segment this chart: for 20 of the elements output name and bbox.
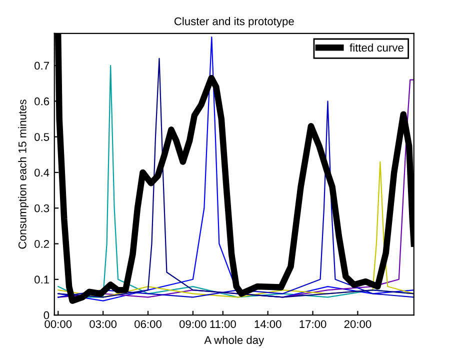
- x-tick-label: 11:00: [210, 320, 236, 328]
- y-tick-label: 0: [44, 311, 50, 320]
- x-tick-label: 03:00: [90, 320, 117, 328]
- y-tick-label: 0.6: [34, 97, 50, 106]
- y-tick-label: 0.2: [34, 240, 49, 248]
- y-tick-label: 0.4: [34, 168, 50, 177]
- y-tick-label: 0.7: [34, 62, 49, 70]
- x-tick-label: 06:00: [134, 320, 162, 328]
- x-tick-label: 00:00: [44, 320, 72, 328]
- chart-title: Cluster and its prototype: [174, 17, 294, 28]
- x-tick-label: 20:00: [344, 320, 372, 328]
- x-tick-label: 14:00: [254, 320, 282, 328]
- x-tick-label: 09:00: [179, 320, 206, 328]
- y-axis-title: Consumption each 15 minutes: [18, 100, 29, 249]
- x-tick-label: 17:00: [300, 320, 326, 328]
- legend-label: fitted curve: [350, 43, 404, 52]
- y-tick-label: 0.1: [34, 276, 49, 284]
- x-axis-title: A whole day: [204, 336, 264, 346]
- y-tick-label: 0.3: [34, 204, 50, 212]
- y-tick-label: 0.5: [34, 133, 50, 141]
